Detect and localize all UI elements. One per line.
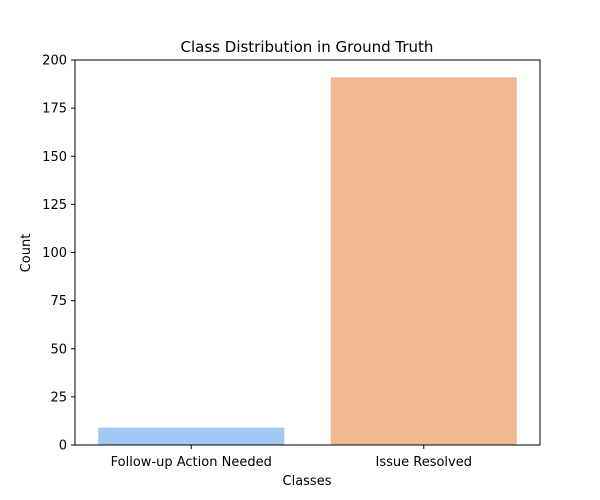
y-tick-label-3: 75 <box>50 294 67 309</box>
chart-title: Class Distribution in Ground Truth <box>181 38 434 56</box>
plot-frame <box>74 59 541 446</box>
x-tick-label-0: Follow-up Action Needed <box>111 455 272 470</box>
y-axis-label: Count <box>19 234 34 273</box>
y-tick-label-0: 0 <box>59 439 67 454</box>
y-tick-label-6: 150 <box>42 150 67 165</box>
bar-0 <box>98 427 285 445</box>
y-tick-label-2: 50 <box>50 342 67 357</box>
y-tick-label-5: 125 <box>42 198 67 213</box>
y-tick-label-1: 25 <box>50 390 67 405</box>
bar-1 <box>330 77 517 445</box>
y-tick-label-4: 100 <box>42 246 67 261</box>
x-tick-label-1: Issue Resolved <box>376 455 472 470</box>
x-axis-label: Classes <box>283 474 332 489</box>
y-tick-label-8: 200 <box>42 54 67 69</box>
plot-area: Follow-up Action Needed Issue Resolved 0 25… <box>42 54 541 470</box>
y-tick-label-7: 175 <box>42 102 67 117</box>
